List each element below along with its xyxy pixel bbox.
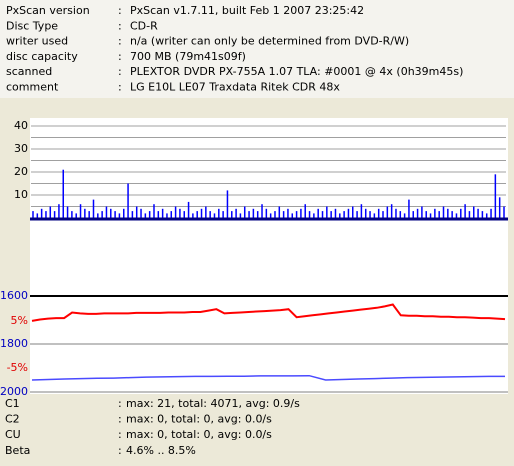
info-value: LG E10L LE07 Traxdata Ritek CDR 48x [130, 81, 340, 94]
separator: : [118, 413, 122, 426]
info-label: PxScan version [6, 4, 90, 17]
stat-value: max: 21, total: 4071, avg: 0.9/s [126, 397, 300, 410]
y-tick-label: 40 [14, 119, 28, 132]
header-panel [0, 0, 514, 98]
separator: : [118, 4, 122, 17]
info-label: scanned [6, 65, 52, 78]
info-label: Disc Type [6, 19, 58, 32]
stat-label: C1 [5, 397, 20, 410]
separator: : [118, 444, 122, 457]
y-tick-label: 30 [14, 142, 28, 155]
series-line [31, 303, 506, 322]
info-value: PLEXTOR DVDR PX-755A 1.07 TLA: #0001 @ 4… [130, 65, 463, 78]
series-line [31, 374, 505, 381]
info-value: 700 MB (79m41s09f) [130, 50, 246, 63]
separator: : [118, 65, 122, 78]
separator: : [118, 19, 122, 32]
y-tick-label: 1600 [0, 289, 28, 302]
separator: : [118, 81, 122, 94]
info-value: CD-R [130, 19, 158, 32]
stat-label: C2 [5, 413, 20, 426]
stat-value: max: 0, total: 0, avg: 0.0/s [126, 413, 272, 426]
info-label: writer used [6, 35, 68, 48]
separator: : [118, 428, 122, 441]
stat-label: CU [5, 428, 21, 441]
separator: : [118, 397, 122, 410]
separator: : [118, 35, 122, 48]
stat-value: 4.6% .. 8.5% [126, 444, 196, 457]
y2-tick-label: 5% [11, 314, 28, 327]
separator: : [118, 50, 122, 63]
stat-value: max: 0, total: 0, avg: 0.0/s [126, 428, 272, 441]
plot-panel [30, 118, 508, 394]
y-tick-label: 2000 [0, 385, 28, 398]
y2-tick-label: -5% [7, 361, 28, 374]
y-tick-label: 1800 [0, 337, 28, 350]
y-tick-label: 10 [14, 188, 28, 201]
info-label: disc capacity [6, 50, 78, 63]
info-value: PxScan v1.7.11, built Feb 1 2007 23:25:4… [130, 4, 364, 17]
info-label: comment [6, 81, 59, 94]
stat-label: Beta [5, 444, 30, 457]
y-tick-label: 20 [14, 165, 28, 178]
info-value: n/a (writer can only be determined from … [130, 35, 409, 48]
